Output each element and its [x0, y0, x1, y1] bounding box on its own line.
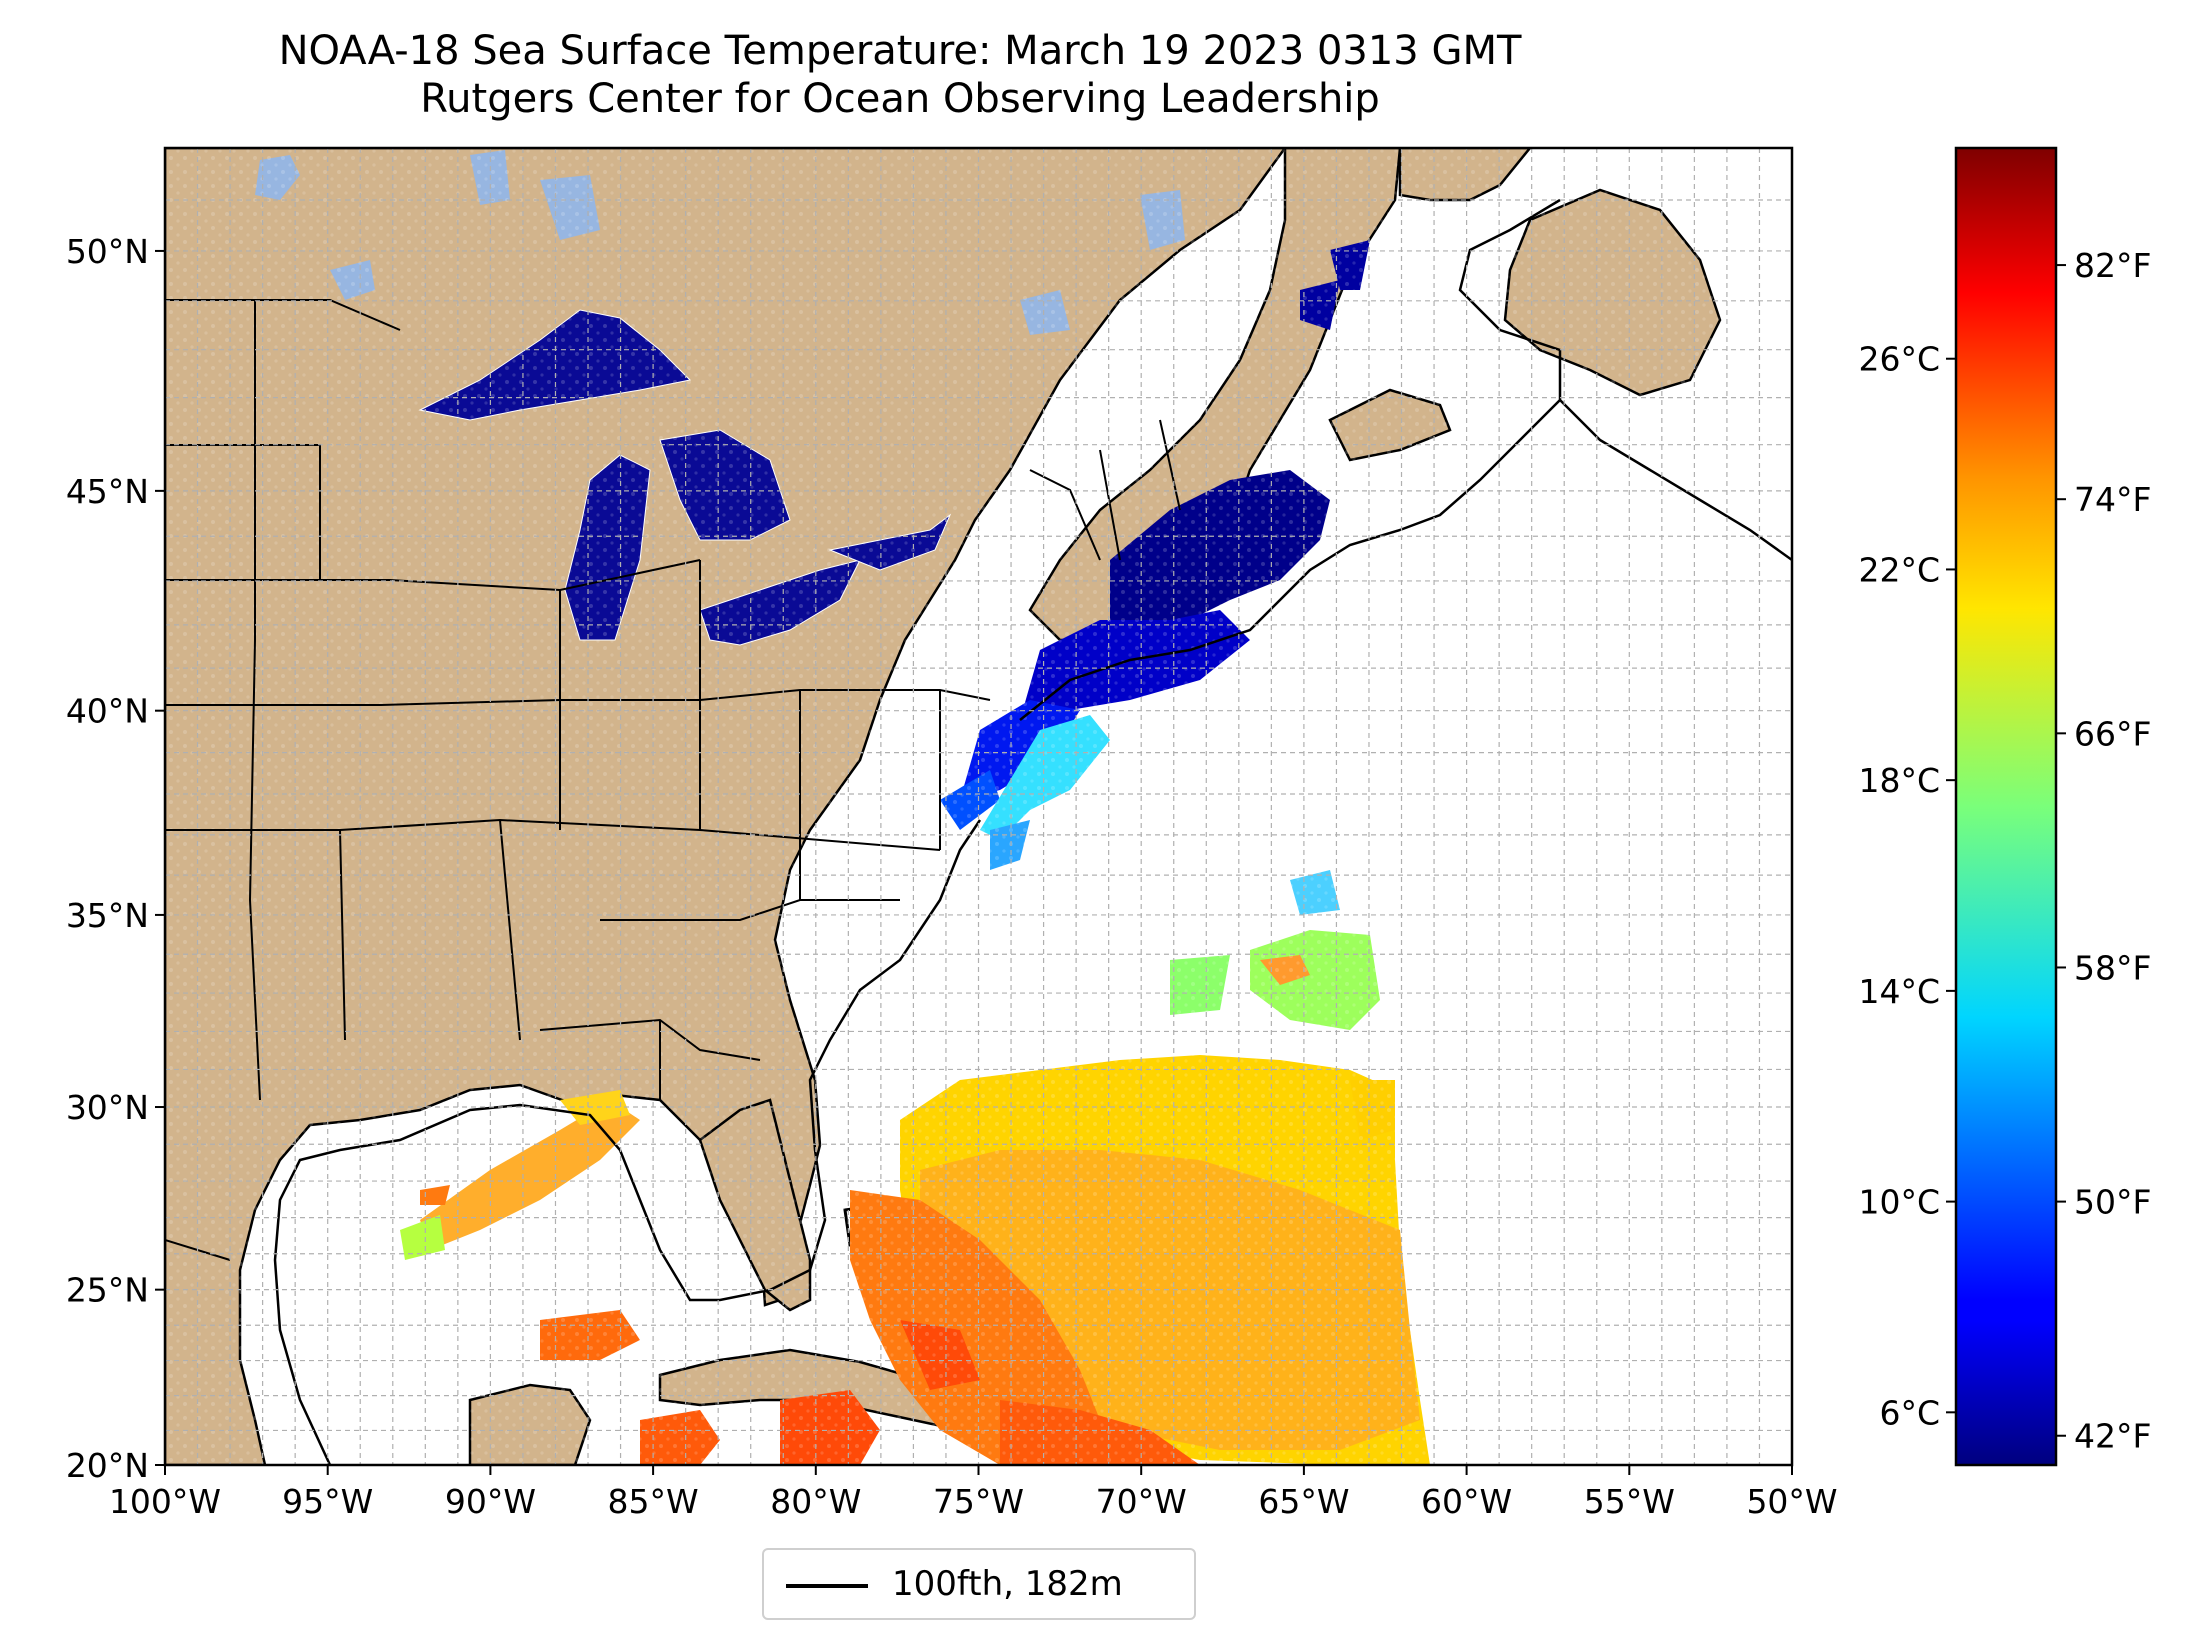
celsius-tick-label: 22°C — [1858, 550, 1940, 589]
map-subtitle: Rutgers Center for Ocean Observing Leade… — [420, 76, 1380, 122]
celsius-tick-label: 18°C — [1858, 761, 1940, 800]
map-title: NOAA-18 Sea Surface Temperature: March 1… — [278, 28, 1522, 74]
lon-tick-label: 55°W — [1584, 1482, 1675, 1521]
legend-label: 100fth, 182m — [892, 1564, 1123, 1604]
lon-tick-label: 70°W — [1096, 1482, 1187, 1521]
fahrenheit-tick-label: 66°F — [2074, 714, 2151, 753]
colorbar: 6°C 10°C 14°C 18°C 22°C 26°C 42°F 50°F 58°F 66°F… — [1858, 146, 2151, 1467]
lon-tick-label: 90°W — [445, 1482, 536, 1521]
lon-tick-label: 75°W — [933, 1482, 1024, 1521]
longitude-axis: 100°W 95°W 90°W 85°W 80°W 75°W 70°W 65°W 60°W 55°… — [109, 1465, 1838, 1521]
lon-tick-label: 65°W — [1258, 1482, 1349, 1521]
lon-tick-label: 80°W — [770, 1482, 861, 1521]
legend-line-sample — [786, 1584, 868, 1588]
fahrenheit-tick-label: 42°F — [2074, 1417, 2151, 1456]
lon-tick-label: 95°W — [282, 1482, 373, 1521]
fahrenheit-tick-label: 82°F — [2074, 246, 2151, 285]
lon-tick-label: 60°W — [1421, 1482, 1512, 1521]
latitude-axis: 20°N 25°N 30°N 35°N 40°N 45°N 50°N — [66, 232, 165, 1485]
fahrenheit-tick-label: 50°F — [2074, 1183, 2151, 1222]
lat-tick-label: 30°N — [66, 1088, 149, 1127]
fahrenheit-tick-label: 58°F — [2074, 948, 2151, 987]
lat-tick-label: 35°N — [66, 896, 149, 935]
fahrenheit-tick-label: 74°F — [2074, 480, 2151, 519]
fahrenheit-ticks: 42°F 50°F 58°F 66°F 74°F 82°F — [2056, 246, 2151, 1456]
lat-tick-label: 50°N — [66, 232, 149, 271]
celsius-ticks: 6°C 10°C 14°C 18°C 22°C 26°C — [1858, 340, 1956, 1432]
lat-tick-label: 25°N — [66, 1271, 149, 1310]
contour-100fth — [273, 198, 1792, 1465]
lon-tick-label: 85°W — [608, 1482, 699, 1521]
map-grid — [165, 148, 1792, 1465]
lat-tick-label: 40°N — [66, 692, 149, 731]
political-borders — [165, 299, 1181, 1261]
celsius-tick-label: 14°C — [1858, 972, 1940, 1011]
colorbar-gradient — [1954, 146, 2058, 1467]
celsius-tick-label: 10°C — [1858, 1183, 1940, 1222]
lat-tick-label: 20°N — [66, 1446, 149, 1485]
gulf-sst — [400, 1090, 640, 1260]
map-legend: 100fth, 182m — [762, 1548, 1196, 1620]
lon-tick-label: 100°W — [109, 1482, 221, 1521]
celsius-tick-label: 26°C — [1858, 340, 1940, 379]
lat-tick-label: 45°N — [66, 472, 149, 511]
celsius-tick-label: 6°C — [1879, 1393, 1940, 1432]
lon-tick-label: 50°W — [1746, 1482, 1837, 1521]
